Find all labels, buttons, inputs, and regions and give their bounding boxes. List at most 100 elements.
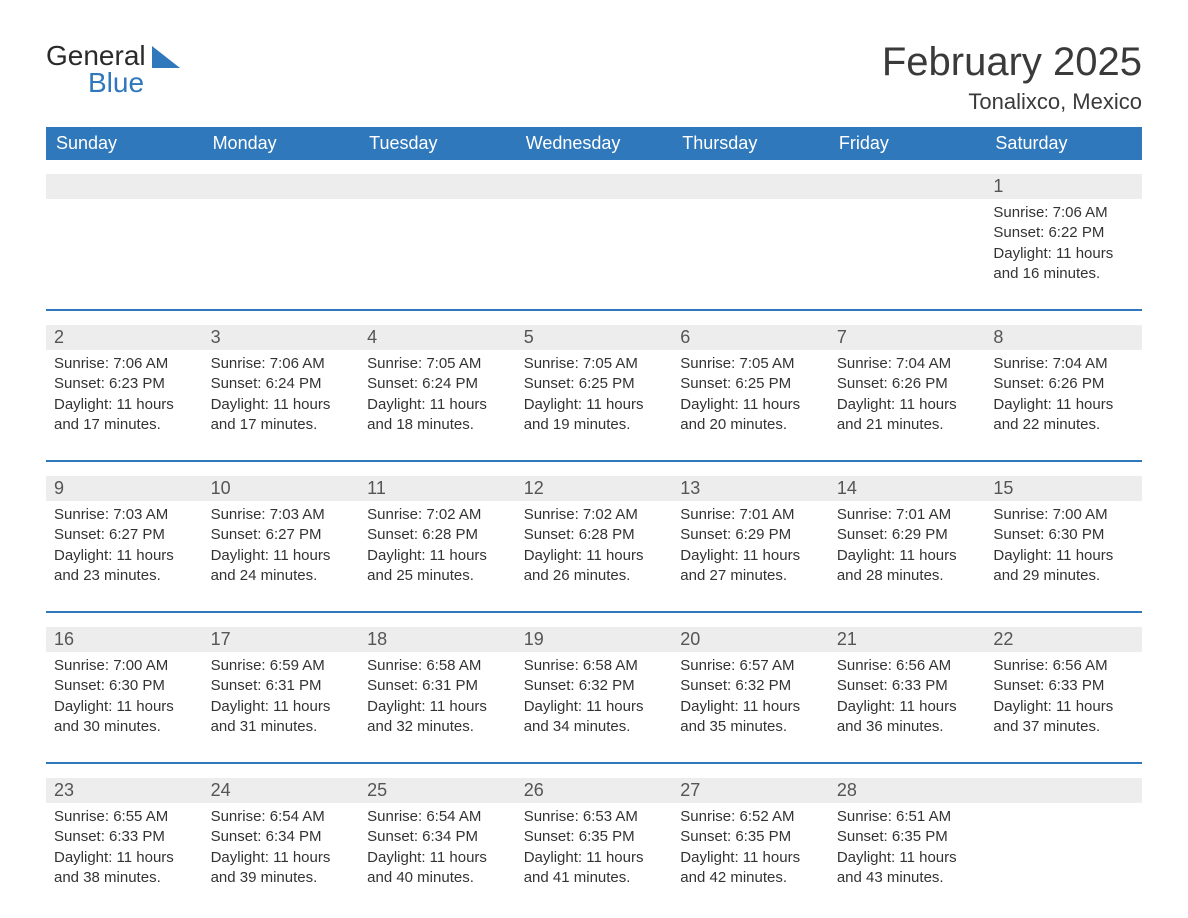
day-number [985,778,1142,803]
daylight-line1: Daylight: 11 hours [680,395,821,415]
daynum-row: 1 [46,174,1142,199]
daylight-line2: and 25 minutes. [367,566,508,586]
daylight-line2: and 42 minutes. [680,868,821,888]
daylight-line1: Daylight: 11 hours [837,395,978,415]
day-number [203,174,360,199]
sunrise: Sunrise: 7:06 AM [993,203,1134,223]
day-details [359,199,516,295]
day-details: Sunrise: 7:00 AMSunset: 6:30 PMDaylight:… [46,652,203,748]
daylight-line2: and 26 minutes. [524,566,665,586]
day-details [672,199,829,295]
sunset: Sunset: 6:33 PM [837,676,978,696]
day-details: Sunrise: 7:04 AMSunset: 6:26 PMDaylight:… [985,350,1142,446]
daylight-line1: Daylight: 11 hours [837,697,978,717]
day-number [46,174,203,199]
day-details [203,199,360,295]
sunset: Sunset: 6:27 PM [211,525,352,545]
logo-text: General Blue [46,40,180,99]
sunrise: Sunrise: 7:02 AM [367,505,508,525]
weekday-tuesday: Tuesday [359,127,516,160]
day-details: Sunrise: 6:54 AMSunset: 6:34 PMDaylight:… [359,803,516,899]
day-number: 3 [203,325,360,350]
day-details: Sunrise: 7:02 AMSunset: 6:28 PMDaylight:… [359,501,516,597]
day-details: Sunrise: 7:04 AMSunset: 6:26 PMDaylight:… [829,350,986,446]
daylight-line1: Daylight: 11 hours [524,395,665,415]
day-number: 18 [359,627,516,652]
logo: General Blue [46,40,180,99]
sunset: Sunset: 6:34 PM [211,827,352,847]
daylight-line1: Daylight: 11 hours [680,697,821,717]
day-number: 28 [829,778,986,803]
day-details: Sunrise: 6:53 AMSunset: 6:35 PMDaylight:… [516,803,673,899]
day-details: Sunrise: 7:03 AMSunset: 6:27 PMDaylight:… [203,501,360,597]
day-details: Sunrise: 7:02 AMSunset: 6:28 PMDaylight:… [516,501,673,597]
week: 1Sunrise: 7:06 AMSunset: 6:22 PMDaylight… [46,174,1142,295]
daylight-line1: Daylight: 11 hours [54,697,195,717]
daylight-line1: Daylight: 11 hours [367,395,508,415]
calendar: Sunday Monday Tuesday Wednesday Thursday… [46,127,1142,899]
day-details [985,803,1142,899]
daylight-line2: and 36 minutes. [837,717,978,737]
sunset: Sunset: 6:24 PM [211,374,352,394]
details-row: Sunrise: 7:00 AMSunset: 6:30 PMDaylight:… [46,652,1142,748]
daylight-line2: and 22 minutes. [993,415,1134,435]
day-number: 21 [829,627,986,652]
day-number [829,174,986,199]
daylight-line2: and 30 minutes. [54,717,195,737]
sunset: Sunset: 6:28 PM [367,525,508,545]
daylight-line2: and 24 minutes. [211,566,352,586]
sunrise: Sunrise: 7:02 AM [524,505,665,525]
sunset: Sunset: 6:24 PM [367,374,508,394]
weekday-monday: Monday [203,127,360,160]
daylight-line2: and 20 minutes. [680,415,821,435]
sunrise: Sunrise: 7:05 AM [524,354,665,374]
daylight-line2: and 31 minutes. [211,717,352,737]
sunset: Sunset: 6:23 PM [54,374,195,394]
daylight-line1: Daylight: 11 hours [680,848,821,868]
daylight-line2: and 37 minutes. [993,717,1134,737]
day-details [516,199,673,295]
day-details: Sunrise: 6:58 AMSunset: 6:32 PMDaylight:… [516,652,673,748]
day-details: Sunrise: 7:00 AMSunset: 6:30 PMDaylight:… [985,501,1142,597]
sunset: Sunset: 6:26 PM [993,374,1134,394]
sunset: Sunset: 6:29 PM [837,525,978,545]
sunset: Sunset: 6:27 PM [54,525,195,545]
daylight-line1: Daylight: 11 hours [54,848,195,868]
day-details [829,199,986,295]
sunrise: Sunrise: 7:06 AM [54,354,195,374]
daylight-line1: Daylight: 11 hours [993,546,1134,566]
weekday-saturday: Saturday [985,127,1142,160]
day-number: 13 [672,476,829,501]
daylight-line2: and 16 minutes. [993,264,1134,284]
sunrise: Sunrise: 6:56 AM [993,656,1134,676]
daylight-line2: and 17 minutes. [54,415,195,435]
day-number: 25 [359,778,516,803]
day-number: 22 [985,627,1142,652]
day-number: 9 [46,476,203,501]
sunset: Sunset: 6:35 PM [837,827,978,847]
weekday-wednesday: Wednesday [516,127,673,160]
day-details [46,199,203,295]
daylight-line2: and 17 minutes. [211,415,352,435]
day-number [359,174,516,199]
sunset: Sunset: 6:34 PM [367,827,508,847]
details-row: Sunrise: 6:55 AMSunset: 6:33 PMDaylight:… [46,803,1142,899]
sunrise: Sunrise: 6:54 AM [211,807,352,827]
daylight-line1: Daylight: 11 hours [211,546,352,566]
day-number: 8 [985,325,1142,350]
daylight-line1: Daylight: 11 hours [993,244,1134,264]
day-details: Sunrise: 7:06 AMSunset: 6:23 PMDaylight:… [46,350,203,446]
daylight-line2: and 38 minutes. [54,868,195,888]
daylight-line1: Daylight: 11 hours [837,546,978,566]
day-number [516,174,673,199]
sunrise: Sunrise: 6:55 AM [54,807,195,827]
daylight-line1: Daylight: 11 hours [54,395,195,415]
daylight-line1: Daylight: 11 hours [54,546,195,566]
sunrise: Sunrise: 6:52 AM [680,807,821,827]
day-details: Sunrise: 6:51 AMSunset: 6:35 PMDaylight:… [829,803,986,899]
day-details: Sunrise: 6:52 AMSunset: 6:35 PMDaylight:… [672,803,829,899]
details-row: Sunrise: 7:06 AMSunset: 6:22 PMDaylight:… [46,199,1142,295]
week-divider [46,762,1142,764]
sunset: Sunset: 6:30 PM [54,676,195,696]
month-title: February 2025 [882,40,1142,85]
